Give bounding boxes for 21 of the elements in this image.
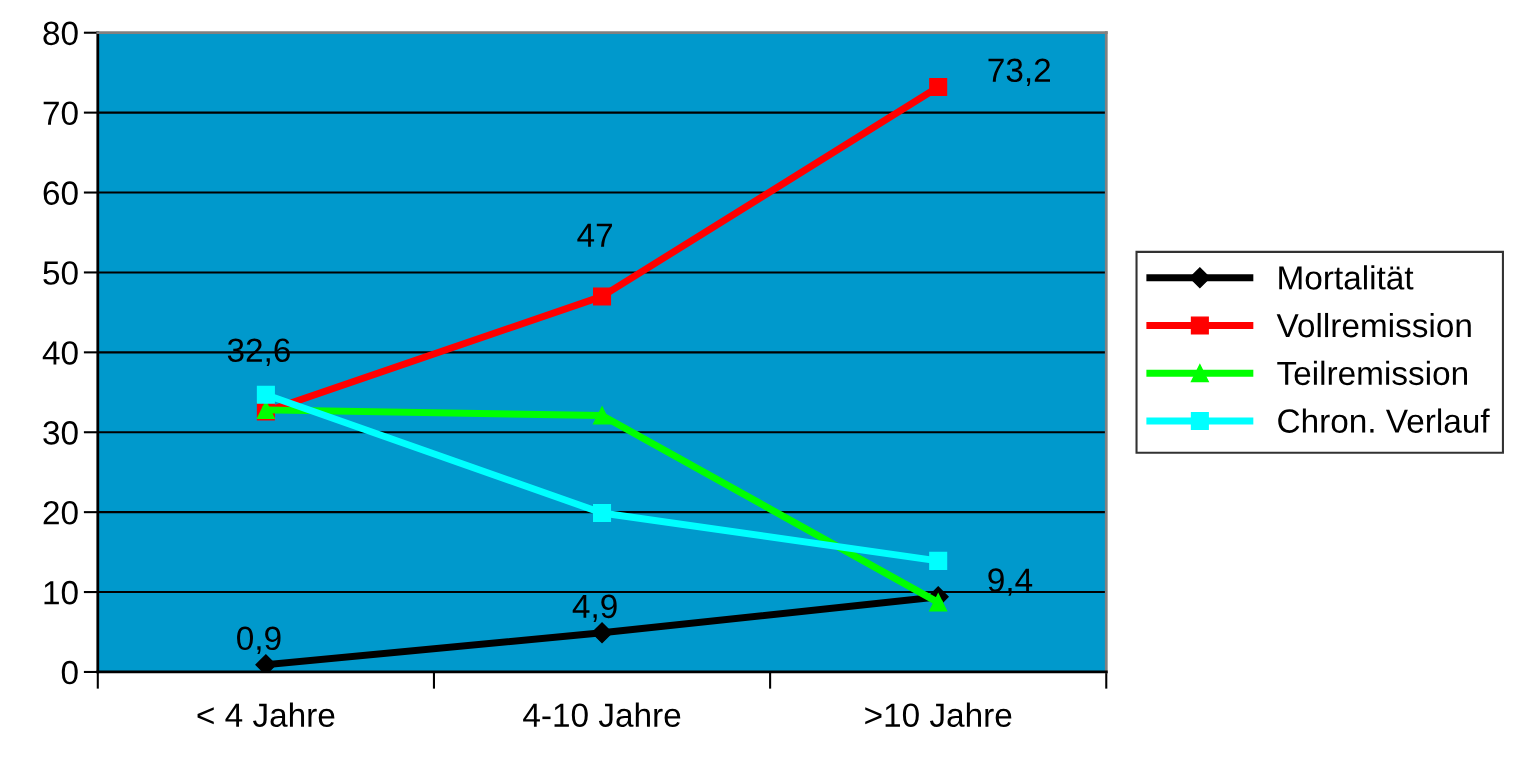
legend-label: Teilremission [1277, 360, 1467, 386]
y-tick-label: 20 [43, 500, 78, 525]
data-label: 9,4 [988, 568, 1033, 596]
y-tick-label: 50 [43, 261, 78, 285]
data-label: 47 [577, 223, 612, 247]
x-tick-label: < 4 Jahre [197, 702, 335, 727]
data-label: 73,2 [988, 58, 1051, 87]
data-label: 0,9 [237, 626, 281, 655]
x-tick-label: 4-10 Jahre [523, 702, 681, 727]
y-tick-label: 10 [44, 580, 78, 605]
y-tick-label: 60 [43, 181, 78, 205]
data-label: 4,9 [572, 594, 617, 623]
y-tick-label: 80 [43, 21, 78, 46]
y-tick-label: 40 [42, 341, 78, 365]
y-tick-label: 70 [43, 101, 78, 126]
legend-label: Vollremission [1276, 312, 1471, 338]
x-tick-label: >10 Jahre [865, 702, 1012, 727]
y-tick-label: 30 [43, 421, 78, 445]
legend-label: Chron. Verlauf [1278, 408, 1490, 433]
y-tick-label: 0 [61, 660, 78, 685]
legend-label: Mortalität [1279, 265, 1414, 290]
